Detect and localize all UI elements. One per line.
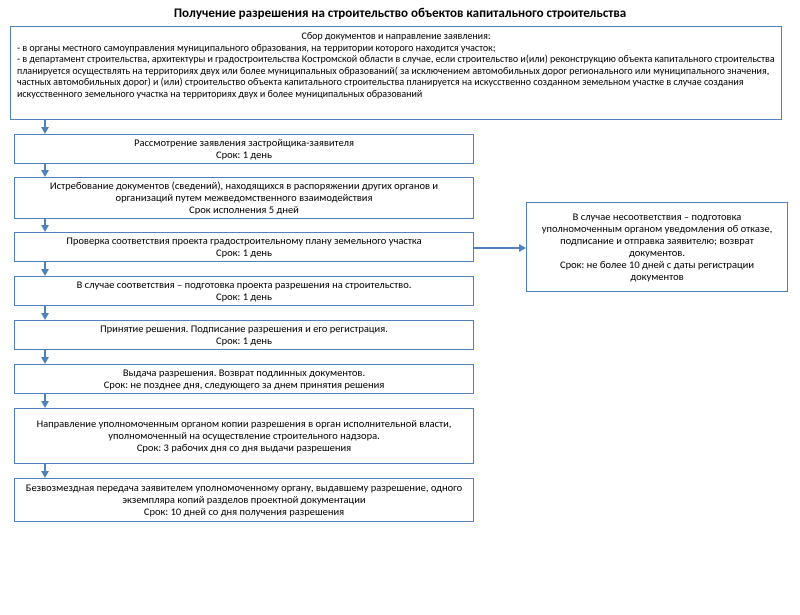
arrow-down-icon [41,313,49,320]
arrow-down-icon [41,225,49,232]
arrow-right-icon [519,244,526,252]
box-rejection: В случае несоответствия – подготовка упо… [526,202,788,292]
arrow-down-icon [41,127,49,134]
box-check-compliance: Проверка соответствия проекта градострои… [14,232,474,262]
box-decision: Принятие решения. Подписание разрешения … [14,320,474,350]
box-send-copy: Направление уполномоченным органом копии… [14,408,474,464]
arrow-down-icon [41,471,49,478]
box-request-docs: Истребование документов (сведений), нахо… [14,177,474,219]
box-prepare-permit: В случае соответствия – подготовка проек… [14,276,474,306]
arrow-down-icon [41,269,49,276]
box-issue-permit: Выдача разрешения. Возврат подлинных док… [14,364,474,394]
arrow-down-icon [41,170,49,177]
arrow-down-icon [41,357,49,364]
connector-h [474,247,520,249]
box-transfer-copy: Безвозмездная передача заявителем уполно… [14,478,474,522]
box-review-application: Рассмотрение заявления застройщика-заяви… [14,134,474,164]
box-collect-docs: Сбор документов и направление заявления:… [10,26,782,120]
arrow-down-icon [41,401,49,408]
page-title: Получение разрешения на строительство об… [100,6,700,21]
